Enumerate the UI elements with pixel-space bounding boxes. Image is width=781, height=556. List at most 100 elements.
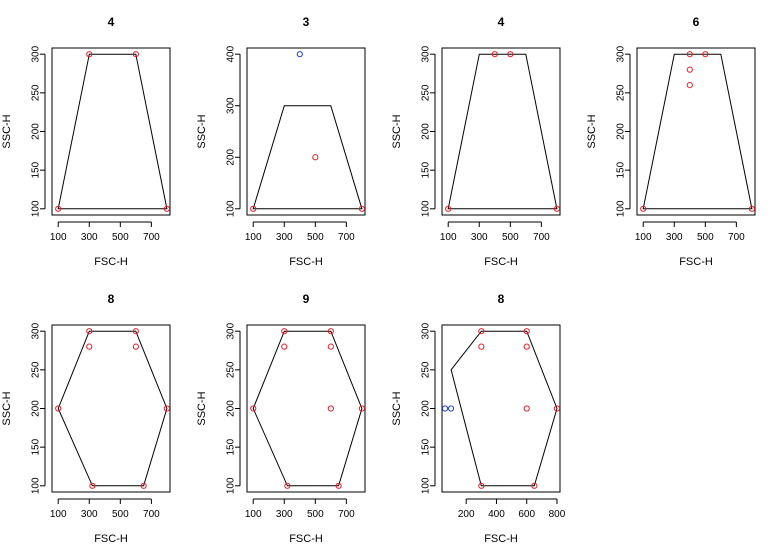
red-point: [86, 328, 93, 335]
panel-title: 8: [498, 292, 505, 306]
plot-frame: [636, 47, 756, 216]
x-axis-label: FSC-H: [289, 533, 323, 545]
y-tick-label: 200: [421, 123, 432, 140]
chart-panel: 6 100 300 500 700 100 150 200 250 300 FSC-H SSC-H: [586, 15, 756, 268]
x-tick-label: 500: [112, 232, 129, 243]
chart-panel: 4 100 300 500 700 100 150 200 250 300 FSC-H SSC-H: [391, 15, 561, 268]
x-axis-label: FSC-H: [484, 533, 518, 545]
red-point: [507, 51, 514, 58]
panel-title: 4: [108, 15, 115, 29]
y-tick-label: 100: [421, 477, 432, 494]
y-tick-label: 250: [421, 84, 432, 101]
gate-polygon: [57, 53, 168, 210]
x-tick-label: 500: [307, 232, 324, 243]
red-point: [281, 328, 288, 335]
red-point: [478, 482, 485, 489]
x-tick-label: 100: [245, 232, 262, 243]
x-tick-label: 300: [81, 232, 98, 243]
gate-polygon: [57, 330, 168, 487]
red-point: [86, 51, 93, 58]
chart-panel: 9 100 300 500 700 100 150 200 250 300 FSC-H SSC-H: [196, 292, 366, 545]
gate-polygon: [450, 330, 558, 487]
red-point: [358, 205, 365, 212]
gate-polygon: [252, 105, 363, 210]
x-tick-label: 200: [458, 509, 475, 520]
red-point: [89, 482, 96, 489]
y-tick-label: 100: [31, 477, 42, 494]
plot-frame: [441, 47, 561, 216]
red-point: [686, 66, 693, 73]
y-tick-label: 200: [226, 400, 237, 417]
plot-frame: [246, 324, 366, 493]
gate-polygon: [642, 53, 753, 210]
y-tick-label: 150: [31, 161, 42, 178]
y-axis-label: SSC-H: [586, 114, 598, 148]
y-tick-label: 150: [421, 161, 432, 178]
y-tick-label: 250: [421, 361, 432, 378]
x-tick-label: 300: [276, 232, 293, 243]
x-tick-label: 700: [338, 232, 355, 243]
red-point: [335, 482, 342, 489]
y-tick-label: 150: [616, 161, 627, 178]
y-axis-label: SSC-H: [391, 391, 403, 425]
red-point: [163, 205, 170, 212]
y-tick-label: 200: [31, 123, 42, 140]
chart-panel: 4 100 300 500 700 100 150 200 250 300 FSC-H SSC-H: [1, 15, 171, 268]
red-point: [686, 82, 693, 89]
x-tick-label: 500: [112, 509, 129, 520]
gate-polygon: [252, 330, 363, 487]
x-tick-label: 100: [635, 232, 652, 243]
panel-title: 9: [303, 292, 310, 306]
x-tick-label: 700: [533, 232, 550, 243]
blue-point: [447, 405, 455, 412]
chart-panel: 3 100 300 500 700 100 200 300 400 FSC-H SSC-H: [196, 15, 366, 268]
red-point: [553, 205, 560, 212]
x-tick-label: 400: [488, 509, 505, 520]
red-point: [327, 405, 334, 412]
x-tick-label: 100: [50, 509, 67, 520]
y-axis-label: SSC-H: [196, 391, 208, 425]
red-point: [327, 328, 334, 335]
red-point: [478, 328, 485, 335]
y-tick-label: 300: [616, 45, 627, 62]
red-point: [163, 405, 170, 412]
red-point: [132, 328, 139, 335]
panel-title: 4: [498, 15, 505, 29]
y-tick-label: 300: [31, 45, 42, 62]
blue-point: [296, 51, 303, 58]
x-axis-label: FSC-H: [289, 256, 323, 268]
y-tick-label: 300: [421, 45, 432, 62]
y-tick-label: 300: [226, 322, 237, 339]
x-tick-label: 100: [50, 232, 67, 243]
y-tick-label: 200: [421, 400, 432, 417]
panel-title: 6: [693, 15, 700, 29]
x-axis-label: FSC-H: [484, 256, 518, 268]
x-tick-label: 100: [440, 232, 457, 243]
x-tick-label: 500: [697, 232, 714, 243]
red-point: [140, 482, 147, 489]
red-point: [748, 205, 755, 212]
red-point: [250, 405, 257, 412]
red-point: [358, 405, 365, 412]
y-tick-label: 250: [616, 84, 627, 101]
red-point: [281, 343, 288, 350]
x-tick-label: 700: [143, 509, 160, 520]
y-tick-label: 150: [31, 438, 42, 455]
y-axis-label: SSC-H: [196, 114, 208, 148]
x-tick-label: 300: [81, 509, 98, 520]
red-point: [284, 482, 291, 489]
red-point: [132, 51, 139, 58]
red-point: [250, 205, 257, 212]
x-axis-label: FSC-H: [94, 256, 128, 268]
gate-polygon: [447, 53, 558, 210]
red-point: [523, 343, 530, 350]
y-tick-label: 300: [226, 97, 237, 114]
x-tick-label: 500: [307, 509, 324, 520]
chart-panel: 8 100 300 500 700 100 150 200 250 300 FSC-H SSC-H: [1, 292, 171, 545]
red-point: [478, 343, 485, 350]
y-tick-label: 300: [31, 322, 42, 339]
red-point: [55, 205, 62, 212]
y-tick-label: 150: [421, 438, 432, 455]
red-point: [132, 343, 139, 350]
